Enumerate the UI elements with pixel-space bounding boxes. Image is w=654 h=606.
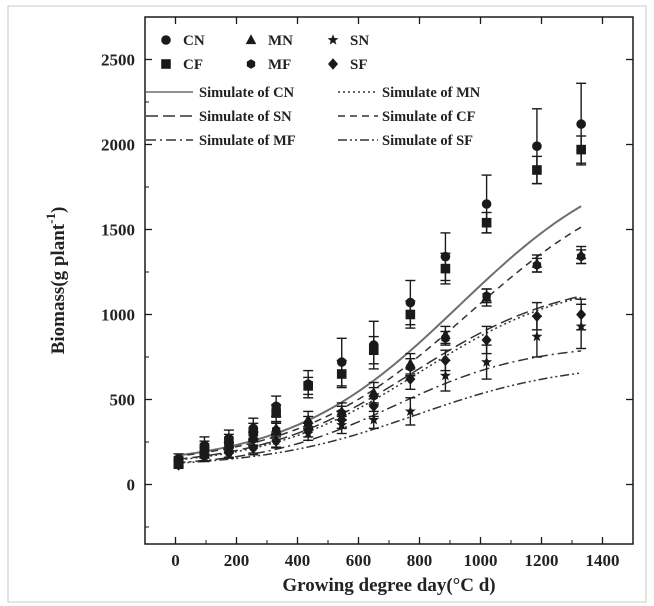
x-tick-label: 400 [285,551,311,570]
y-tick-label: 500 [110,391,136,410]
plot-area [173,82,587,471]
legend-label-simulate-of-cn: Simulate of CN [199,85,295,101]
data-point-sf [303,424,314,436]
legend-marker-cn [161,35,171,45]
x-tick-label: 1200 [525,551,559,570]
legend-label-mf: MF [268,57,291,73]
legend-item-mn: MN [245,33,293,49]
data-point-cf [368,345,379,355]
data-point-cn [481,199,492,209]
legend-label-simulate-of-sn: Simulate of SN [199,109,292,125]
data-point-mf [271,425,281,435]
data-point-mf [406,362,415,372]
legend-label-simulate-of-mf: Simulate of MF [199,133,296,149]
figure-frame [7,5,647,603]
data-point-mf [441,333,450,344]
legend-item-sn: SN [327,33,369,49]
y-axis-title-main: Biomass(g plant [48,223,69,354]
x-tick-label: 1000 [464,551,498,570]
legend-label-simulate-of-sf: Simulate of SF [382,133,473,149]
data-point-cf [532,165,542,175]
y-tick-label: 1000 [101,306,135,325]
simulation-line-simulate-of-mn [175,296,582,461]
data-point-mf [532,260,542,270]
x-axis-title: Growing degree day(°C d) [282,575,495,596]
data-point-cf [224,436,234,446]
legend-item-cf: CF [161,57,203,73]
legend-label-sf: SF [350,57,368,73]
data-point-sf [531,310,542,322]
y-axis-title-close: ) [48,207,69,213]
simulation-line-simulate-of-mf [175,350,582,464]
data-point-sf [248,442,259,454]
legend-item-simulate-of-mf: Simulate of MF [146,133,296,149]
data-point-sf [368,400,379,413]
simulation-line-simulate-of-sn [175,295,582,461]
data-point-sf [481,334,492,346]
y-tick-label: 1500 [101,221,135,240]
data-point-sf [576,308,587,321]
legend-marker-sf [327,58,339,70]
data-point-cn [532,141,542,151]
axes: 0 200 400 600 800 1000 1200 1400 0 500 1000 1500 200… [101,16,634,570]
x-tick-label: 800 [407,551,433,570]
y-axis-title: Biomass(g plant-1) [43,207,69,355]
simulation-line-simulate-of-cf [175,226,582,458]
x-tick-label: 600 [346,551,372,570]
legend-item-sf: SF [327,57,368,73]
y-tick-label: 2000 [101,136,135,155]
x-tick-label: 200 [224,551,250,570]
series-sf [173,298,587,471]
data-point-sf [199,450,210,463]
data-point-sn [531,330,543,342]
legend-marker-cf [161,59,171,69]
data-point-mf [482,291,491,301]
data-point-cf [481,217,492,228]
data-point-cf [336,369,347,379]
legend-label-sn: SN [350,33,369,49]
legend-marker-mn [245,34,257,45]
y-tick-label: 0 [127,476,136,495]
data-point-sn [404,405,416,417]
legend-label-mn: MN [268,33,293,49]
data-point-cf [303,381,313,391]
legend-label-simulate-of-cf: Simulate of CF [382,109,476,125]
data-point-sn [368,414,380,425]
simulation-line-simulate-of-cn [175,205,582,457]
data-point-sf [271,435,282,447]
x-tick-label: 0 [171,551,180,570]
legend-label-simulate-of-mn: Simulate of MN [382,85,481,101]
legend-marker-mf [246,59,256,69]
data-point-sf [405,373,416,385]
data-point-cf [576,144,586,155]
data-point-sn [481,356,493,367]
legend-marker-sn [327,34,339,45]
y-axis-title-superscript: -1 [43,213,58,224]
data-point-cn [576,119,586,129]
data-point-sf [440,354,451,367]
data-point-sf [173,459,184,471]
data-point-mf [576,251,586,262]
legend-item-simulate-of-cn: Simulate of CN [146,85,295,101]
data-point-sf [336,414,347,426]
legend-label-cf: CF [183,57,203,73]
legend-item-simulate-of-sf: Simulate of SF [338,133,473,149]
data-point-sn [439,369,451,381]
legend-label-cn: CN [183,33,205,49]
y-tick-label: 2500 [101,51,135,70]
data-point-cf [440,263,451,274]
data-point-cf [271,408,281,418]
data-point-cf [405,309,416,320]
legend-item-mf: MF [246,57,291,73]
legend-item-simulate-of-sn: Simulate of SN [146,109,292,125]
data-point-sf [223,447,234,459]
x-tick-label: 1400 [586,551,620,570]
legend-item-simulate-of-cf: Simulate of CF [338,109,476,125]
legend-item-cn: CN [161,33,205,49]
legend-item-simulate-of-mn: Simulate of MN [338,85,481,101]
legend: CN MN SN CF MF SF Simulate of CN Simulate of MN… [146,33,481,149]
